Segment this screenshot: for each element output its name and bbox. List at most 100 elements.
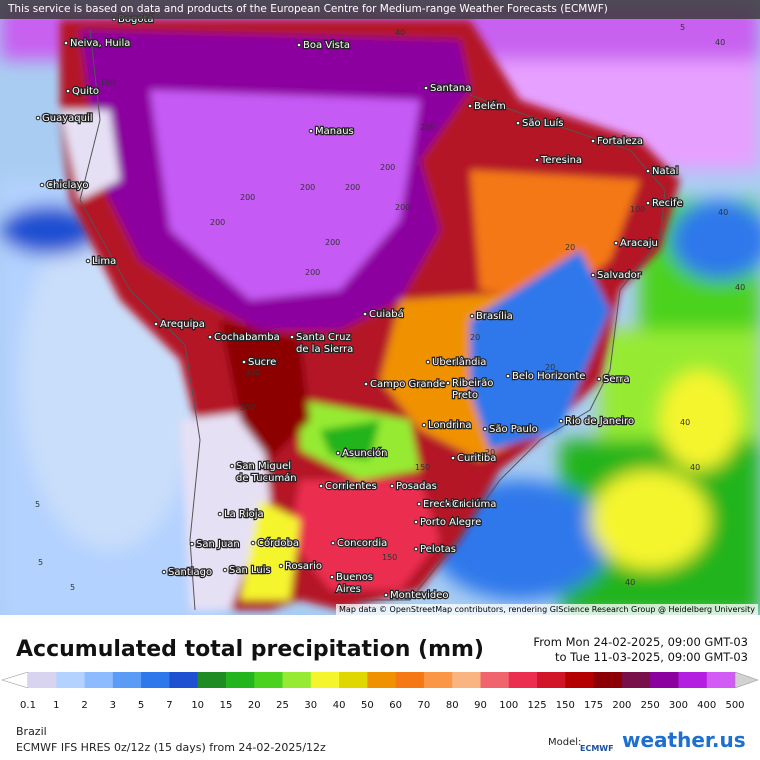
city-marker [590, 272, 596, 278]
colorbar-swatch [508, 672, 538, 688]
city-label: Rio de Janeiro [565, 416, 634, 427]
city-label: San Juan [196, 539, 240, 550]
city-label: Londrina [428, 420, 472, 431]
colorbar-label: 80 [446, 700, 459, 711]
colorbar-label: 30 [304, 700, 317, 711]
city-label: Chiclayo [46, 180, 89, 191]
colorbar-swatch [480, 672, 510, 688]
city-marker [383, 592, 389, 598]
city-label: Brasília [476, 310, 513, 322]
city-marker [289, 334, 295, 340]
city-label: Rosario [285, 561, 322, 572]
contour-label: 200 [305, 268, 320, 277]
city-label: Buenos [336, 572, 373, 583]
colorbar-label: 300 [669, 700, 688, 711]
contour-label: 5 [70, 583, 75, 592]
city-marker [590, 138, 596, 144]
city-marker [423, 85, 429, 91]
city-label: Arequipa [160, 319, 205, 330]
brand-logo: weather.us [622, 728, 746, 752]
colorbar-label: 70 [418, 700, 431, 711]
colorbar-swatch [282, 672, 312, 688]
city-label: Sucre [248, 357, 276, 368]
contour-label: 40 [625, 578, 635, 587]
contour-label: 40 [718, 208, 728, 217]
colorbar-swatch [254, 672, 284, 688]
city-marker [515, 120, 521, 126]
contour-label: 40 [690, 463, 700, 472]
map-attribution: Map data © OpenStreetMap contributors, r… [336, 604, 758, 615]
city-label: Boa Vista [303, 40, 350, 51]
city-marker [645, 200, 651, 206]
colorbar-swatch [141, 672, 170, 688]
contour-label: 200 [240, 193, 255, 202]
region: Brazil [16, 725, 47, 738]
contour-label: 200 [380, 163, 395, 172]
colorbar-label: 150 [556, 700, 575, 711]
contour-label: 40 [395, 28, 405, 37]
colorbar-label: 400 [697, 700, 716, 711]
colorbar-label: 0.1 [20, 700, 36, 711]
colorbar-label: 2 [81, 700, 87, 711]
city-marker [207, 334, 213, 340]
city-label: Córdoba [257, 537, 299, 549]
city-marker [416, 501, 422, 507]
period-from: From Mon 24-02-2025, 09:00 GMT-03 [533, 635, 748, 649]
city-label: Corrientes [325, 481, 377, 492]
city-label: Santiago [168, 567, 212, 578]
colorbar-arrow [1, 671, 29, 689]
colorbar-swatch [537, 672, 566, 688]
city-label: Santana [430, 83, 471, 94]
contour-label: 20 [470, 333, 480, 342]
period-to: to Tue 11-03-2025, 09:00 GMT-03 [554, 650, 748, 664]
contour-label: 5 [38, 558, 43, 567]
city-marker [250, 540, 256, 546]
contour-label: 100 [630, 205, 645, 214]
service-notice: This service is based on data and produc… [0, 0, 760, 19]
city-marker [153, 321, 159, 327]
colorbar: 0.1 1 2 3 5 7 10 15 20 25 30 40 50 60 70 80 90 100 125 150 1… [1, 671, 759, 711]
colorbar-swatch [197, 672, 227, 688]
colorbar-swatch [452, 672, 481, 688]
city-marker [362, 311, 368, 317]
colorbar-label: 100 [499, 700, 518, 711]
colorbar-swatch [565, 672, 595, 688]
colorbar-swatch [593, 672, 623, 688]
colorbar-label: 175 [584, 700, 603, 711]
contour-label: 200 [420, 123, 435, 132]
contour-label: 200 [325, 238, 340, 247]
city-label: Teresina [540, 155, 582, 166]
contour-label: 20 [545, 363, 555, 372]
city-marker [241, 359, 247, 365]
city-label: São Paulo [489, 424, 538, 435]
city-label: Concordia [337, 538, 387, 549]
contour-label: 300 [240, 403, 255, 412]
city-marker [189, 541, 195, 547]
colorbar-arrow [734, 671, 759, 689]
city-label: Cochabamba [214, 332, 280, 343]
legend-title: Accumulated total precipitation (mm) [16, 637, 484, 662]
colorbar-label: 40 [333, 700, 346, 711]
contour-label: 100 [100, 78, 115, 87]
city-label: Ribeirão [452, 378, 493, 389]
colorbar-swatch [650, 672, 679, 688]
contour-label: 20 [565, 243, 575, 252]
colorbar-swatch [310, 672, 340, 688]
city-label: Natal [652, 166, 678, 177]
colorbar-label: 15 [220, 700, 233, 711]
city-label: Montevideo [390, 590, 448, 601]
city-label: Campo Grande [370, 379, 445, 390]
colorbar-label: 90 [474, 700, 487, 711]
colorbar-swatch [678, 672, 708, 688]
city-marker [335, 450, 341, 456]
city-label: Cuiabá [369, 308, 404, 320]
city-marker [467, 103, 473, 109]
colorbar-label: 250 [641, 700, 660, 711]
colorbar-label: 500 [725, 700, 744, 711]
colorbar-swatch [225, 672, 255, 688]
colorbar-swatch [367, 672, 397, 688]
city-marker [421, 422, 427, 428]
contour-label: 5 [35, 500, 40, 509]
